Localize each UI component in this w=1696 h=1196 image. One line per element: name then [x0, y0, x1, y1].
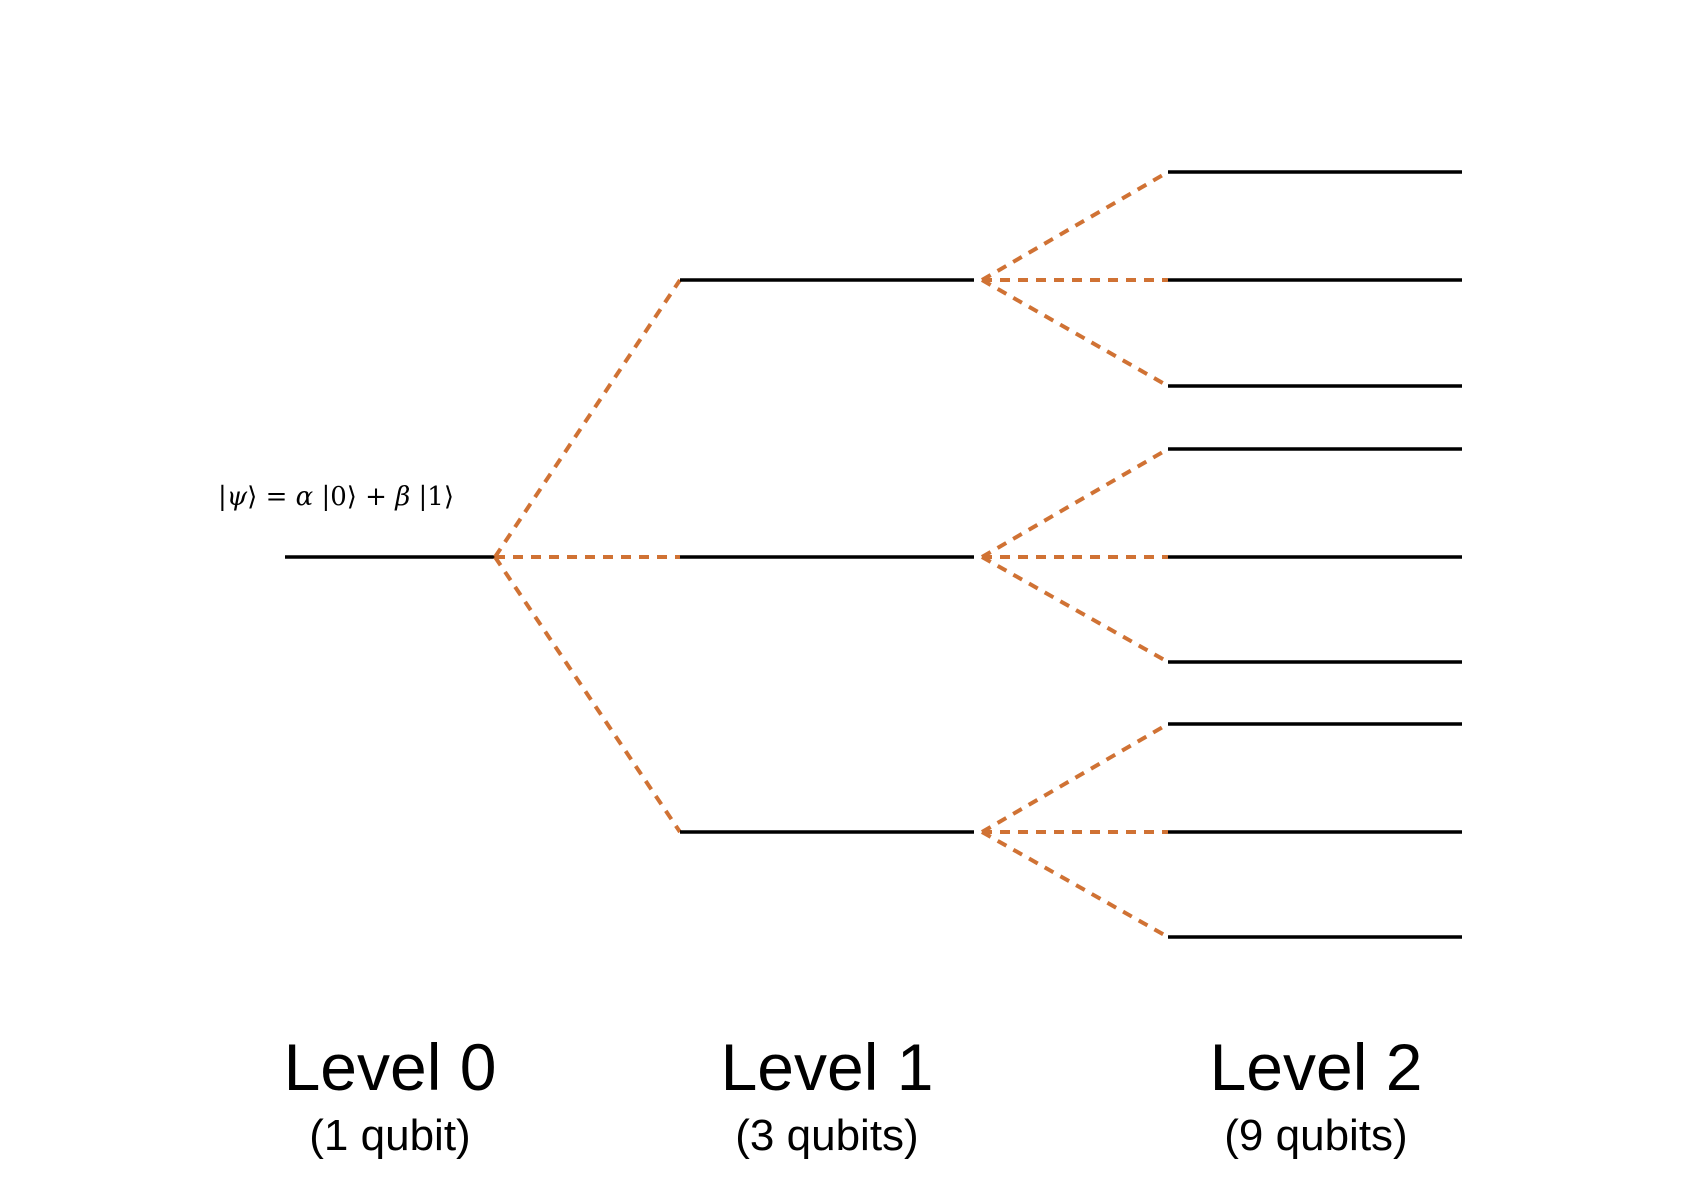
level-2-group — [1168, 172, 1462, 937]
branch-0-to-1a — [495, 280, 680, 557]
level-2-subtitle: (9 qubits) — [1224, 1111, 1407, 1160]
branch-1a-to-2c — [982, 280, 1168, 386]
branch-1c-to-2g — [982, 724, 1168, 832]
branch-1b-to-2f — [982, 557, 1168, 662]
level-1-group — [680, 280, 974, 832]
branch-1a-to-2a — [982, 172, 1168, 280]
branch-1c-to-2i — [982, 832, 1168, 937]
branches-level1-to-level2 — [982, 172, 1168, 937]
level-1-title: Level 1 — [721, 1030, 934, 1104]
level-2-title: Level 2 — [1210, 1030, 1423, 1104]
level-0-title: Level 0 — [284, 1030, 497, 1104]
level-0-subtitle: (1 qubit) — [309, 1111, 470, 1160]
branches-level0-to-level1 — [495, 280, 680, 832]
level-labels: Level 0 (1 qubit) Level 1 (3 qubits) Lev… — [284, 1030, 1423, 1160]
state-formula: |ψ⟩ = α |0⟩ + β |1⟩ — [218, 482, 454, 512]
branch-0-to-1c — [495, 557, 680, 832]
level-1-subtitle: (3 qubits) — [735, 1111, 918, 1160]
branch-1b-to-2d — [982, 449, 1168, 557]
